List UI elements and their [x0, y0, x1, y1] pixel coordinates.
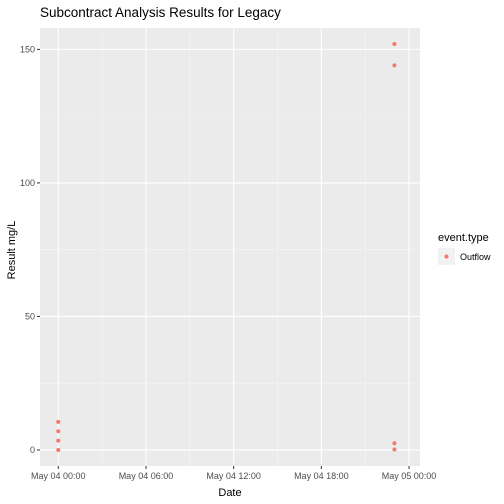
grid-minor [40, 28, 420, 466]
data-point [392, 441, 397, 446]
y-tick-label: 100 [20, 178, 35, 188]
x-tick-label: May 04 06:00 [119, 471, 174, 481]
x-tick-label: May 05 00:00 [382, 471, 437, 481]
data-point [392, 447, 397, 452]
data-point [56, 419, 61, 424]
chart-title: Subcontract Analysis Results for Legacy [40, 5, 281, 20]
legend-key-outflow [444, 254, 449, 259]
data-point [392, 63, 397, 68]
x-axis: May 04 00:00 May 04 06:00 May 04 12:00 May … [31, 466, 436, 481]
plot-panel [40, 28, 420, 466]
legend-label-outflow: Outflow [460, 252, 491, 262]
data-point [56, 447, 61, 452]
y-tick-label: 0 [30, 445, 35, 455]
x-tick-label: May 04 18:00 [294, 471, 349, 481]
data-point [56, 429, 61, 434]
y-axis-title: Result mg/L [6, 221, 18, 280]
x-tick-label: May 04 12:00 [206, 471, 261, 481]
legend: event.type Outflow [438, 232, 491, 265]
legend-title: event.type [438, 232, 489, 244]
x-axis-title: Date [218, 487, 241, 499]
data-points [56, 42, 397, 452]
grid-major [40, 28, 420, 466]
data-point [56, 438, 61, 443]
y-tick-label: 50 [25, 311, 35, 321]
data-point [392, 42, 397, 47]
y-axis: 0 50 100 150 [20, 44, 40, 455]
y-tick-label: 150 [20, 44, 35, 54]
x-tick-label: May 04 00:00 [31, 471, 86, 481]
